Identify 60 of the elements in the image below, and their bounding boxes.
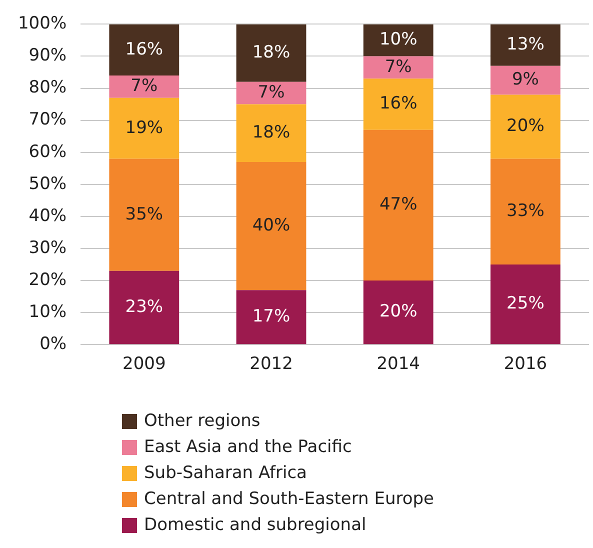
data-label: 7% <box>130 76 158 96</box>
data-label: 20% <box>379 302 418 322</box>
legend-label: Sub-Saharan Africa <box>144 463 307 483</box>
data-label: 35% <box>125 204 164 224</box>
y-tick-label: 30% <box>28 238 67 258</box>
data-label: 17% <box>252 306 290 327</box>
y-tick-label: 0% <box>40 334 67 354</box>
data-label: 18% <box>252 42 290 62</box>
y-tick-label: 60% <box>28 142 67 162</box>
bar <box>109 75 180 98</box>
y-tick-label: 20% <box>28 270 67 290</box>
bar <box>236 82 306 104</box>
data-label: 16% <box>125 39 164 60</box>
y-tick-label: 100% <box>18 14 67 34</box>
bar <box>490 158 560 264</box>
bar <box>236 104 306 162</box>
data-label: 7% <box>258 82 285 103</box>
bar <box>236 162 306 290</box>
bar <box>363 56 434 79</box>
bar <box>363 78 434 130</box>
y-tick-label: 50% <box>28 174 67 194</box>
data-label: 25% <box>506 294 544 314</box>
bar <box>363 24 434 56</box>
data-label: 7% <box>384 56 412 77</box>
legend-label: East Asia and the Pacific <box>144 437 352 457</box>
y-tick-label: 90% <box>28 46 67 66</box>
legend-label: Central and South-Eastern Europe <box>144 489 434 509</box>
data-label: 33% <box>506 201 544 222</box>
data-label: 40% <box>252 215 290 236</box>
data-label: 19% <box>125 118 164 138</box>
data-label: 20% <box>506 116 544 136</box>
bar <box>109 270 180 344</box>
y-tick-label: 10% <box>28 302 67 322</box>
x-tick-label: 2016 <box>504 354 548 374</box>
legend-label: Domestic and subregional <box>144 515 366 535</box>
data-label: 13% <box>506 34 544 54</box>
bar <box>109 158 180 271</box>
bar <box>490 264 560 344</box>
data-label: 16% <box>379 94 418 114</box>
data-label: 18% <box>252 122 290 143</box>
bar <box>490 94 560 159</box>
y-tick-label: 70% <box>28 110 67 130</box>
x-tick-label: 2012 <box>250 354 293 374</box>
bar <box>490 66 560 95</box>
y-tick-label: 40% <box>28 206 67 226</box>
bar <box>236 24 306 82</box>
x-tick-label: 2014 <box>376 354 420 374</box>
data-label: 47% <box>379 194 418 215</box>
data-label: 23% <box>125 296 164 317</box>
legend-label: Other regions <box>144 411 260 431</box>
data-label: 9% <box>512 70 539 90</box>
bar <box>109 98 180 159</box>
bar <box>363 130 434 281</box>
bar <box>109 24 180 76</box>
bar <box>363 280 434 344</box>
y-tick-label: 80% <box>28 78 67 98</box>
bar <box>236 290 306 344</box>
bar <box>490 24 560 66</box>
data-label: 10% <box>379 30 418 50</box>
x-tick-label: 2009 <box>122 354 166 374</box>
